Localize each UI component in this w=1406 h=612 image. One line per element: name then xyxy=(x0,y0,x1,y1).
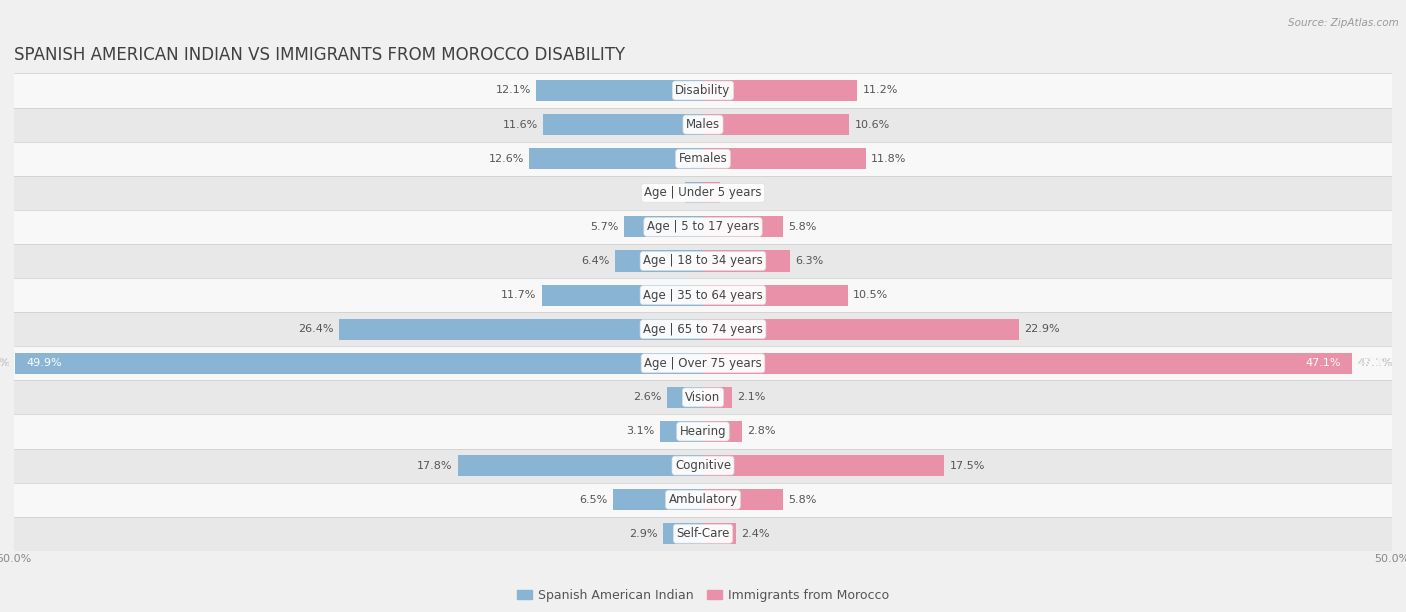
Bar xyxy=(14,244,1392,278)
Bar xyxy=(14,108,1392,141)
Bar xyxy=(703,489,783,510)
Bar xyxy=(703,250,790,272)
Text: 49.9%: 49.9% xyxy=(0,358,10,368)
Text: SPANISH AMERICAN INDIAN VS IMMIGRANTS FROM MOROCCO DISABILITY: SPANISH AMERICAN INDIAN VS IMMIGRANTS FR… xyxy=(14,45,626,64)
Bar xyxy=(14,141,1392,176)
Bar xyxy=(703,523,737,544)
Bar xyxy=(703,285,848,305)
Text: 2.1%: 2.1% xyxy=(738,392,766,402)
Text: 5.8%: 5.8% xyxy=(789,222,817,232)
Bar xyxy=(613,489,703,510)
Text: 5.8%: 5.8% xyxy=(789,494,817,505)
Text: 2.9%: 2.9% xyxy=(628,529,658,539)
Bar xyxy=(703,114,849,135)
Bar xyxy=(14,346,1392,380)
Bar xyxy=(530,148,703,170)
Bar xyxy=(543,114,703,135)
Text: Hearing: Hearing xyxy=(679,425,727,438)
Bar xyxy=(703,319,1018,340)
Text: Males: Males xyxy=(686,118,720,131)
Text: Cognitive: Cognitive xyxy=(675,459,731,472)
Text: 22.9%: 22.9% xyxy=(1024,324,1060,334)
Bar xyxy=(685,182,703,203)
Bar xyxy=(703,182,720,203)
Text: 2.8%: 2.8% xyxy=(747,427,776,436)
Bar xyxy=(703,148,866,170)
Text: 11.6%: 11.6% xyxy=(502,119,537,130)
Text: Vision: Vision xyxy=(685,391,721,404)
Bar xyxy=(14,210,1392,244)
Bar xyxy=(664,523,703,544)
Bar xyxy=(703,455,945,476)
Text: 26.4%: 26.4% xyxy=(298,324,333,334)
Bar xyxy=(536,80,703,101)
Bar xyxy=(14,73,1392,108)
Text: 5.7%: 5.7% xyxy=(591,222,619,232)
Text: Females: Females xyxy=(679,152,727,165)
Bar xyxy=(703,387,733,408)
Bar xyxy=(703,80,858,101)
Bar xyxy=(14,176,1392,210)
Text: 11.8%: 11.8% xyxy=(872,154,907,163)
Text: 12.6%: 12.6% xyxy=(488,154,524,163)
Text: Age | Under 5 years: Age | Under 5 years xyxy=(644,186,762,200)
Bar xyxy=(14,517,1392,551)
Text: Age | 65 to 74 years: Age | 65 to 74 years xyxy=(643,323,763,335)
Bar xyxy=(458,455,703,476)
Text: Self-Care: Self-Care xyxy=(676,528,730,540)
Bar xyxy=(703,216,783,237)
Text: Age | Over 75 years: Age | Over 75 years xyxy=(644,357,762,370)
Text: 47.1%: 47.1% xyxy=(1358,358,1393,368)
Bar xyxy=(14,312,1392,346)
Text: 47.1%: 47.1% xyxy=(1358,358,1393,368)
Text: 6.4%: 6.4% xyxy=(581,256,609,266)
Text: 1.2%: 1.2% xyxy=(725,188,754,198)
Text: Age | 5 to 17 years: Age | 5 to 17 years xyxy=(647,220,759,233)
Bar xyxy=(14,483,1392,517)
Text: Disability: Disability xyxy=(675,84,731,97)
Text: 49.9%: 49.9% xyxy=(0,358,10,368)
Bar xyxy=(339,319,703,340)
Text: 11.2%: 11.2% xyxy=(863,86,898,95)
Bar xyxy=(14,449,1392,483)
Bar xyxy=(661,421,703,442)
Text: 6.5%: 6.5% xyxy=(579,494,607,505)
Bar xyxy=(14,380,1392,414)
Text: Source: ZipAtlas.com: Source: ZipAtlas.com xyxy=(1288,18,1399,28)
Bar xyxy=(614,250,703,272)
Text: 3.1%: 3.1% xyxy=(627,427,655,436)
Text: Age | 18 to 34 years: Age | 18 to 34 years xyxy=(643,255,763,267)
Text: 12.1%: 12.1% xyxy=(495,86,531,95)
Bar xyxy=(703,421,741,442)
Text: 2.6%: 2.6% xyxy=(633,392,662,402)
Text: 47.1%: 47.1% xyxy=(1305,358,1341,368)
Text: Ambulatory: Ambulatory xyxy=(668,493,738,506)
Bar xyxy=(14,414,1392,449)
Text: 49.9%: 49.9% xyxy=(27,358,62,368)
Bar xyxy=(624,216,703,237)
Text: 10.6%: 10.6% xyxy=(855,119,890,130)
Text: 2.4%: 2.4% xyxy=(741,529,770,539)
Text: 17.5%: 17.5% xyxy=(949,461,986,471)
Text: 11.7%: 11.7% xyxy=(501,290,536,300)
Bar xyxy=(668,387,703,408)
Text: 10.5%: 10.5% xyxy=(853,290,889,300)
Bar xyxy=(15,353,703,374)
Bar xyxy=(14,278,1392,312)
Text: 17.8%: 17.8% xyxy=(416,461,453,471)
Text: Age | 35 to 64 years: Age | 35 to 64 years xyxy=(643,289,763,302)
Legend: Spanish American Indian, Immigrants from Morocco: Spanish American Indian, Immigrants from… xyxy=(517,589,889,602)
Bar xyxy=(703,353,1353,374)
Text: 6.3%: 6.3% xyxy=(796,256,824,266)
Text: 1.3%: 1.3% xyxy=(651,188,679,198)
Bar xyxy=(541,285,703,305)
